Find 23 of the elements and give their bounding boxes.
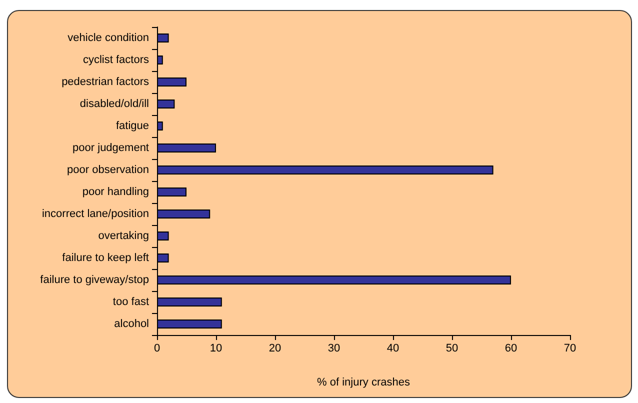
y-tick-label: poor handling bbox=[82, 186, 149, 198]
y-tick-label: failure to keep left bbox=[62, 252, 149, 264]
x-tick-label: 40 bbox=[386, 342, 400, 354]
x-tick-label: 60 bbox=[504, 342, 518, 354]
y-tick-label: fatigue bbox=[116, 120, 149, 132]
x-tick-label: 50 bbox=[446, 342, 458, 354]
x-tick-label: 20 bbox=[268, 342, 282, 354]
x-tick-label: 10 bbox=[210, 342, 222, 354]
x-tick-label: 70 bbox=[564, 342, 576, 354]
x-tick-label: 30 bbox=[328, 342, 340, 354]
y-tick-label: too fast bbox=[112, 296, 149, 308]
y-tick-label: poor judgement bbox=[72, 142, 149, 154]
y-tick-label: vehicle condition bbox=[68, 32, 149, 44]
y-tick-label: failure to giveway/stop bbox=[40, 274, 149, 286]
y-tick-label: pedestrian factors bbox=[62, 76, 150, 88]
x-axis-title: % of injury crashes bbox=[317, 376, 410, 388]
y-tick-label: alcohol bbox=[114, 318, 149, 330]
y-tick-label: poor observation bbox=[67, 164, 149, 176]
x-tick-label: 0 bbox=[154, 342, 160, 354]
y-tick-label: cyclist factors bbox=[82, 54, 150, 66]
y-tick-label: incorrect lane/position bbox=[42, 208, 149, 220]
y-tick-label: disabled/old/ill bbox=[80, 98, 149, 110]
y-tick-label: overtaking bbox=[98, 230, 149, 242]
